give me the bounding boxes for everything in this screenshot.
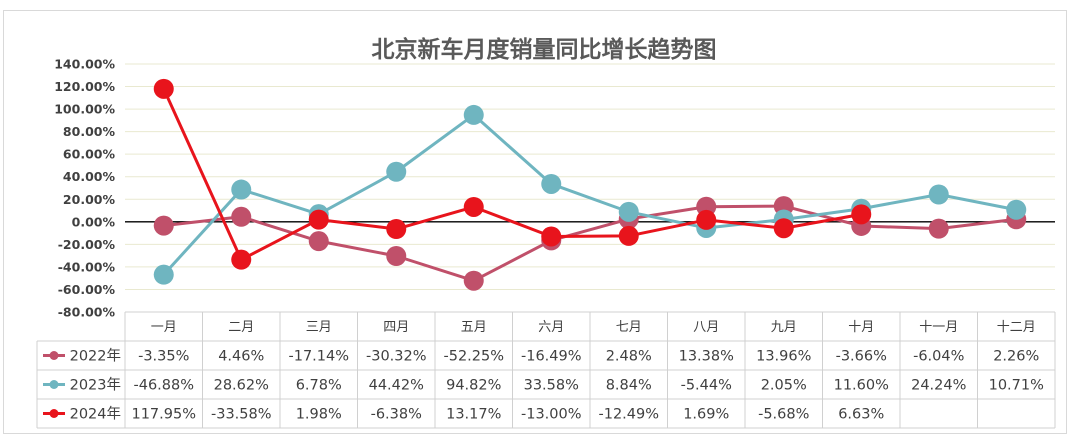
- data-point: [463, 196, 484, 217]
- y-tick-label: 40.00%: [63, 169, 116, 184]
- data-table-value: 28.62%: [214, 378, 269, 394]
- x-category-label: 六月: [538, 320, 564, 335]
- y-tick-label: 0.00%: [72, 214, 116, 229]
- data-table-value: 13.96%: [756, 349, 811, 365]
- y-tick-label: 100.00%: [54, 102, 115, 117]
- x-category-label: 八月: [693, 320, 719, 335]
- data-point: [463, 270, 484, 291]
- data-point: [463, 104, 484, 125]
- x-category-label: 三月: [306, 320, 332, 335]
- data-table-value: -5.68%: [758, 407, 809, 423]
- data-point: [851, 204, 872, 225]
- data-table-value: -13.00%: [521, 407, 582, 423]
- x-category-label: 十一月: [919, 320, 958, 335]
- data-table-value: 94.82%: [446, 378, 501, 394]
- data-table-value: -6.38%: [371, 407, 422, 423]
- data-table-value: 4.46%: [218, 349, 264, 365]
- data-table-value: -5.44%: [681, 378, 732, 394]
- y-tick-label: -20.00%: [58, 237, 116, 252]
- data-table-value: 10.71%: [989, 378, 1044, 394]
- line-chart: 北京新车月度销量同比增长趋势图 140.00% 120.00% 100.00% 80.…: [36, 36, 1056, 429]
- data-point: [386, 245, 407, 266]
- x-category-label: 二月: [228, 320, 254, 335]
- data-table-value: 11.60%: [834, 378, 889, 394]
- data-table-value: 1.69%: [683, 407, 729, 423]
- y-tick-label: 140.00%: [54, 57, 115, 72]
- data-table-value: 33.58%: [524, 378, 579, 394]
- data-table-value: 117.95%: [131, 407, 196, 423]
- data-point: [928, 218, 949, 239]
- data-table-value: -3.35%: [138, 349, 189, 365]
- data-table-value: 2.26%: [993, 349, 1039, 365]
- series-line: [162, 113, 1017, 276]
- y-tick-label: -40.00%: [58, 259, 116, 274]
- data-point: [153, 264, 174, 285]
- data-table-value: 1.98%: [296, 407, 342, 423]
- data-table-value: -30.32%: [366, 349, 427, 365]
- data-table-value: -33.58%: [211, 407, 272, 423]
- data-table-value: 24.24%: [911, 378, 966, 394]
- legend-series-name: 2024年: [70, 406, 121, 423]
- data-table-value: 6.78%: [296, 378, 342, 394]
- data-point: [773, 218, 794, 239]
- data-table-value: -3.66%: [836, 349, 887, 365]
- x-category-label: 五月: [461, 320, 487, 335]
- y-tick-label: -80.00%: [58, 305, 116, 320]
- data-table-value: -6.04%: [913, 349, 964, 365]
- series-line: [162, 88, 862, 262]
- legend-key-marker: [49, 351, 59, 360]
- data-point: [928, 184, 949, 205]
- data-point: [308, 209, 329, 230]
- x-category-label: 一月: [151, 320, 177, 335]
- data-point: [386, 161, 407, 182]
- data-point: [386, 219, 407, 240]
- data-point: [618, 225, 639, 246]
- data-table-value: -17.14%: [288, 349, 349, 365]
- data-point: [153, 215, 174, 236]
- data-point: [1006, 199, 1027, 220]
- series-group: [153, 78, 872, 270]
- chart-title: 北京新车月度销量同比增长趋势图: [372, 36, 717, 63]
- data-point: [308, 231, 329, 252]
- data-point: [696, 209, 717, 230]
- legend-series-name: 2023年: [70, 377, 121, 394]
- data-table-value: 2.05%: [761, 378, 807, 394]
- data-point: [541, 226, 562, 247]
- data-point: [153, 78, 174, 99]
- data-table-value: -46.88%: [133, 378, 194, 394]
- data-table-value: -12.49%: [598, 407, 659, 423]
- x-category-label: 七月: [616, 320, 642, 335]
- series-line: [163, 204, 1017, 283]
- data-table-value: 2.48%: [606, 349, 652, 365]
- y-tick-label: 20.00%: [63, 192, 116, 207]
- data-table-value: 13.17%: [446, 407, 501, 423]
- data-table-value: 13.38%: [679, 349, 734, 365]
- data-point: [231, 249, 252, 270]
- x-category-label: 四月: [383, 320, 409, 335]
- data-point: [618, 201, 639, 222]
- chart-frame: 北京新车月度销量同比增长趋势图 140.00% 120.00% 100.00% 80.…: [3, 10, 1067, 434]
- x-category-label: 九月: [771, 320, 797, 335]
- y-tick-label: 60.00%: [63, 147, 116, 162]
- data-table-value: -52.25%: [443, 349, 504, 365]
- data-table-value: 44.42%: [369, 378, 424, 394]
- x-category-label: 十二月: [997, 320, 1036, 335]
- data-point: [231, 206, 252, 227]
- legend-key-marker: [49, 380, 59, 389]
- y-tick-label: -60.00%: [58, 282, 116, 297]
- data-table-value: -16.49%: [521, 349, 582, 365]
- legend-key-marker: [49, 409, 59, 418]
- series-group: [153, 196, 1027, 291]
- data-table-value: 6.63%: [838, 407, 884, 423]
- y-tick-label: 120.00%: [54, 79, 115, 94]
- legend-series-name: 2022年: [70, 348, 121, 365]
- data-table-value: 8.84%: [606, 378, 652, 394]
- y-tick-label: 80.00%: [63, 124, 116, 139]
- x-category-label: 十月: [848, 320, 874, 335]
- data-point: [541, 173, 562, 194]
- data-point: [231, 179, 252, 200]
